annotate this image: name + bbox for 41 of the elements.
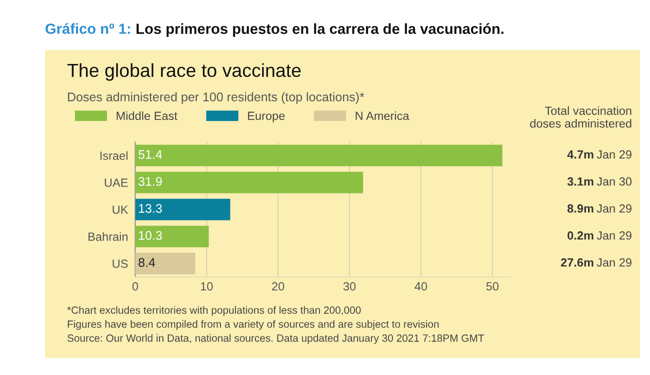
x-tick-label: 10 [200, 282, 213, 291]
data-label: 8.4 [138, 258, 156, 267]
text: Total vaccination doses administered [530, 106, 632, 128]
x-tick-label: 30 [343, 282, 356, 291]
bar [135, 252, 196, 274]
x-tick-label: 40 [414, 282, 428, 291]
text: Jan 29 [596, 204, 632, 213]
data-label: 10.3 [139, 231, 162, 240]
x-tick-label: 20 [272, 282, 284, 291]
text: 3.1m [567, 177, 594, 186]
text: *Chart excludes territories with populations of less than 200,000 [67, 306, 361, 316]
legend-label: Europe [248, 112, 285, 122]
text: 4.7m [567, 150, 594, 159]
text: Jan 30 [596, 177, 632, 186]
text: Gráfico nº 1: Los primeros puestos en la carrera de la vacunación. [46, 23, 504, 37]
y-tick-label: UAE [104, 178, 128, 187]
data-label: 31.9 [138, 177, 162, 186]
text: Figures have been compiled from a variety of sources and are subject to revision [68, 320, 439, 330]
bar [135, 172, 364, 194]
text: 8.9m [567, 204, 594, 213]
text: Jan 29 [596, 258, 632, 267]
text: 27.6m [560, 258, 594, 267]
chart-title: The global race to vaccinate [67, 63, 301, 81]
y-tick-label: UK [112, 206, 128, 214]
text: Jan 29 [596, 150, 632, 159]
chart-subtitle: Doses administered per 100 residents (top locations)* [68, 92, 364, 104]
data-label: 51.4 [138, 150, 162, 159]
x-tick-label: 0 [132, 282, 138, 291]
y-tick-label: US [112, 260, 128, 268]
x-tick-label: 50 [486, 282, 498, 291]
legend-label: Middle East [116, 111, 178, 120]
text: Jan 29 [596, 231, 632, 240]
text: 0.2m [568, 231, 594, 240]
bar [135, 144, 502, 166]
source-note: Source: Our World in Data, national sources. Data updated January 30 2021 7:18PM GMT [67, 334, 484, 344]
legend-label: N America [356, 111, 410, 120]
y-tick-label: Israel [100, 151, 128, 160]
bar [135, 198, 230, 220]
data-label: 13.3 [139, 204, 162, 213]
bar [135, 226, 209, 248]
y-tick-label: Bahrain [88, 232, 128, 241]
